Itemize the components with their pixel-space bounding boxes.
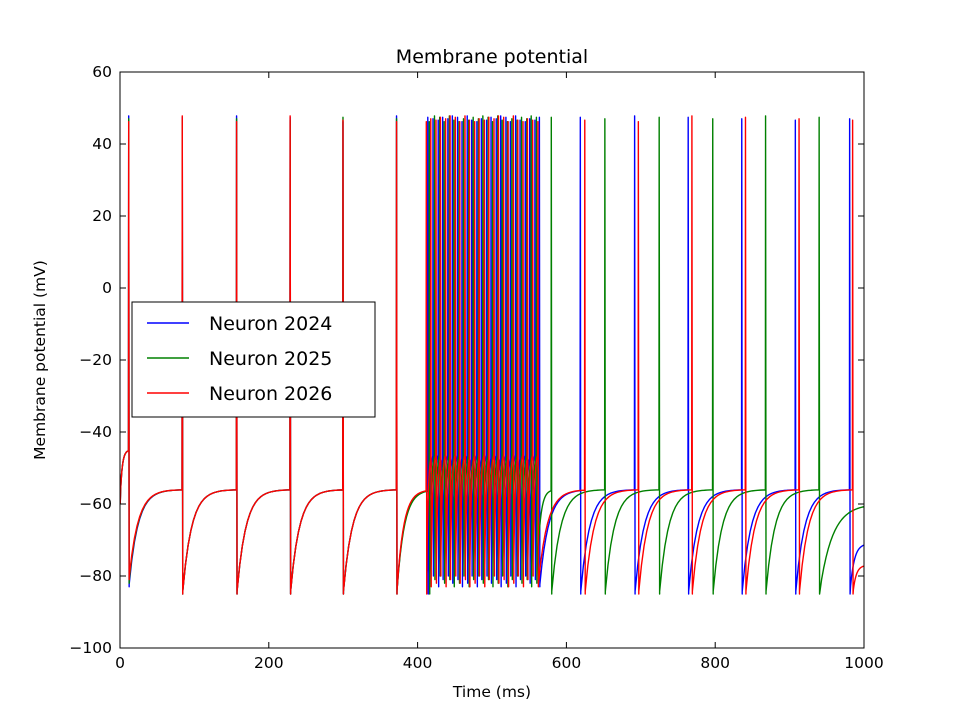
series-line-neuron-2026 xyxy=(120,115,864,595)
y-tick-label: 60 xyxy=(92,63,112,81)
y-tick-label: −40 xyxy=(79,423,112,441)
x-tick-label: 0 xyxy=(115,654,125,672)
y-tick-label: −100 xyxy=(69,639,112,657)
x-tick-label: 200 xyxy=(254,654,284,672)
legend-label: Neuron 2026 xyxy=(209,383,332,405)
ticks-layer: 0 200 400 600 800 1000 −100 −80 −60 −40 −20 0 20 40 60 xyxy=(69,63,883,672)
legend: Neuron 2024 Neuron 2025 Neuron 2026 xyxy=(131,301,376,418)
y-tick-label: 20 xyxy=(92,207,112,225)
x-tick-label: 1000 xyxy=(844,654,883,672)
y-tick-label: −60 xyxy=(79,495,112,513)
x-tick-label: 800 xyxy=(700,654,730,672)
legend-box xyxy=(131,301,376,418)
x-tick-label: 600 xyxy=(552,654,582,672)
y-tick-label: −80 xyxy=(79,567,112,585)
y-tick-label: 40 xyxy=(92,135,112,153)
series-layer xyxy=(120,115,864,595)
chart-title: Membrane potential xyxy=(396,46,588,68)
y-tick-label: 0 xyxy=(102,279,112,297)
x-tick-label: 400 xyxy=(403,654,433,672)
y-axis-label: Membrane potential (mV) xyxy=(31,260,49,460)
legend-label: Neuron 2024 xyxy=(209,313,332,335)
legend-label: Neuron 2025 xyxy=(209,348,332,370)
x-axis-label: Time (ms) xyxy=(452,683,531,701)
y-tick-label: −20 xyxy=(79,351,112,369)
